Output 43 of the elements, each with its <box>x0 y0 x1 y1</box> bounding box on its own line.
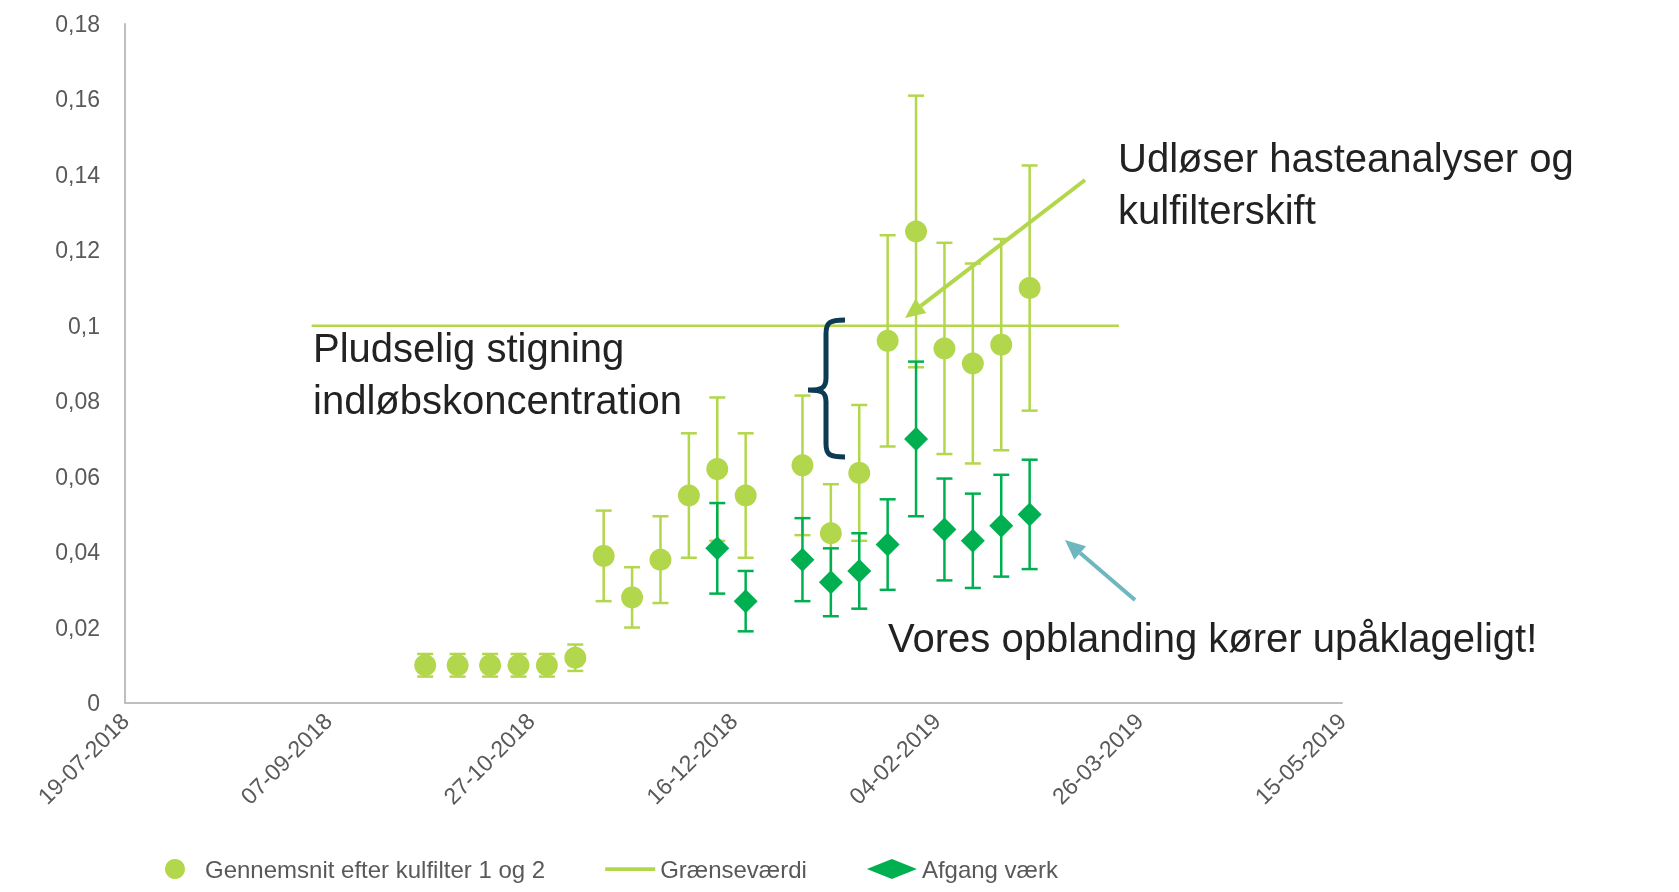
point <box>733 589 758 614</box>
point <box>1017 502 1042 527</box>
point <box>649 548 672 571</box>
y-tick-label: 0,1 <box>68 312 100 339</box>
legend-label: Grænseværdi <box>660 855 807 883</box>
point <box>905 220 928 243</box>
point <box>933 337 956 360</box>
point <box>818 570 843 595</box>
point <box>875 532 900 557</box>
point <box>904 426 929 451</box>
point <box>960 528 985 553</box>
point <box>706 458 729 481</box>
y-tick-label: 0,08 <box>55 388 100 415</box>
point <box>819 522 842 545</box>
y-tick-label: 0,18 <box>55 11 100 37</box>
point <box>705 536 730 561</box>
point <box>848 461 871 484</box>
point <box>621 586 644 609</box>
y-tick-label: 0,12 <box>55 237 100 264</box>
y-tick-label: 0,06 <box>55 463 100 490</box>
point <box>990 333 1013 356</box>
point <box>876 329 899 352</box>
annotation: Vores opblanding kører upåklageligt! <box>888 615 1539 662</box>
point <box>961 352 984 375</box>
point <box>790 547 815 572</box>
y-tick-label: 0,02 <box>55 614 100 641</box>
point <box>1018 277 1041 300</box>
point <box>592 544 615 567</box>
annotation: Pludselig stigning indløbskoncentration <box>313 325 684 424</box>
y-tick-label: 0,16 <box>55 86 100 113</box>
point <box>932 517 957 542</box>
point <box>847 558 872 583</box>
y-tick-label: 0,14 <box>55 161 101 188</box>
point <box>734 484 757 507</box>
legend-label: Afgang værk <box>921 855 1059 883</box>
point <box>989 513 1014 538</box>
point <box>677 484 700 507</box>
y-tick-label: 0,04 <box>55 539 101 566</box>
point <box>791 454 814 477</box>
legend-label: Gennemsnit efter kulfilter 1 og 2 <box>205 855 546 883</box>
annotation: Udløser hasteanalyser og kulfilterskift <box>1118 135 1575 234</box>
y-tick-label: 0 <box>87 690 100 716</box>
point <box>564 646 587 669</box>
